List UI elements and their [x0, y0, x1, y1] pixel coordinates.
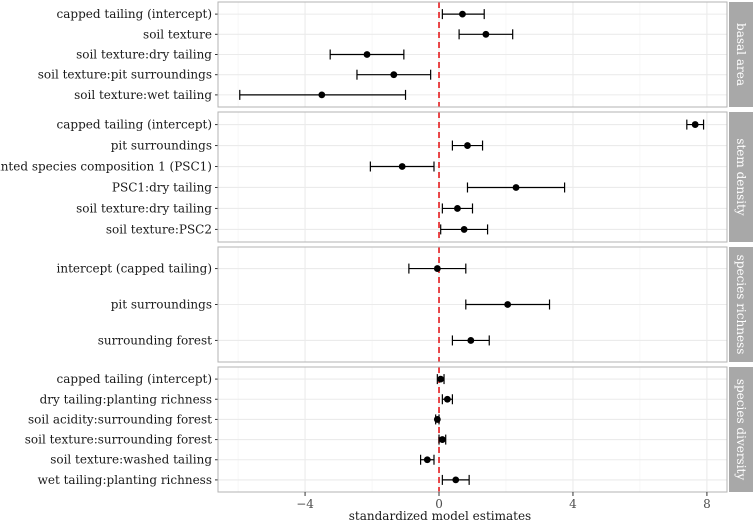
facet-strip [729, 112, 753, 242]
facet-strip [729, 247, 753, 362]
term-label: pit surroundings [111, 298, 212, 312]
facet-strip-label: species richness [734, 255, 748, 355]
facet-strip-label: basal area [734, 23, 748, 86]
estimate-point [318, 91, 326, 99]
facet-strip [729, 367, 753, 492]
estimate-point [398, 163, 406, 170]
estimate-point [460, 226, 468, 233]
facet-strip [729, 2, 753, 107]
facet-strip-label: species diversity [734, 379, 748, 481]
estimate-point [433, 416, 441, 423]
term-label: planted species composition 1 (PSC1) [0, 160, 212, 174]
x-tick-label: 0 [435, 497, 443, 511]
term-label: wet tailing:planting richness [38, 473, 212, 487]
estimate-point [390, 71, 398, 79]
x-axis-title: standardized model estimates [349, 509, 531, 523]
term-label: pit surroundings [111, 139, 212, 153]
estimate-point [437, 375, 445, 383]
panel-basal-area: capped tailing (intercept) soil texture so… [38, 1, 753, 108]
estimate-point [691, 121, 699, 128]
term-label: intercept (capped tailing) [57, 262, 212, 276]
panel-species-richness: intercept (capped tailing) pit surroundin… [57, 246, 753, 363]
panel-border [217, 1, 728, 108]
term-label: soil texture [143, 27, 212, 41]
term-label: soil acidity:surrounding forest [28, 412, 212, 426]
term-label: capped tailing (intercept) [57, 7, 212, 21]
panel-border [217, 246, 728, 363]
panel-background [218, 112, 727, 242]
facet-strip-label: stem density [734, 138, 748, 216]
estimate-point [512, 184, 520, 191]
estimate-point [452, 476, 460, 484]
estimate-point [454, 205, 461, 212]
estimate-point [467, 337, 475, 344]
term-label: capped tailing (intercept) [57, 118, 212, 132]
panel-stem-density: capped tailing (intercept) pit surroundin… [0, 111, 753, 243]
estimate-point [423, 456, 431, 464]
estimate-point [504, 301, 512, 308]
term-label: capped tailing (intercept) [57, 372, 212, 386]
term-label: soil texture:washed tailing [50, 453, 212, 467]
estimate-point [482, 30, 490, 38]
estimate-point [363, 51, 371, 58]
estimate-point [459, 10, 466, 18]
term-label: soil texture:wet tailing [74, 88, 212, 102]
x-tick-label: −4 [296, 497, 314, 511]
term-label: soil texture:dry tailing [76, 48, 212, 62]
estimate-point [433, 265, 441, 272]
panel-background [218, 367, 727, 492]
term-label: soil texture:pit surroundings [38, 68, 212, 82]
term-label: soil texture:surrounding forest [25, 433, 212, 447]
panel-species-diversity: capped tailing (intercept) dry tailing:pl… [25, 366, 753, 493]
term-label: soil texture:PSC2 [106, 222, 212, 236]
panel-border [217, 366, 728, 493]
x-tick-label: 4 [569, 497, 577, 511]
term-label: soil texture:dry tailing [76, 201, 212, 215]
estimate-point [443, 395, 451, 403]
estimate-point [464, 142, 471, 149]
x-tick-label: 8 [703, 497, 711, 511]
term-label: surrounding forest [98, 333, 212, 347]
term-label: PSC1:dry tailing [112, 180, 212, 194]
term-label: dry tailing:planting richness [40, 392, 212, 406]
estimate-point [438, 436, 446, 443]
panel-border [217, 111, 728, 243]
